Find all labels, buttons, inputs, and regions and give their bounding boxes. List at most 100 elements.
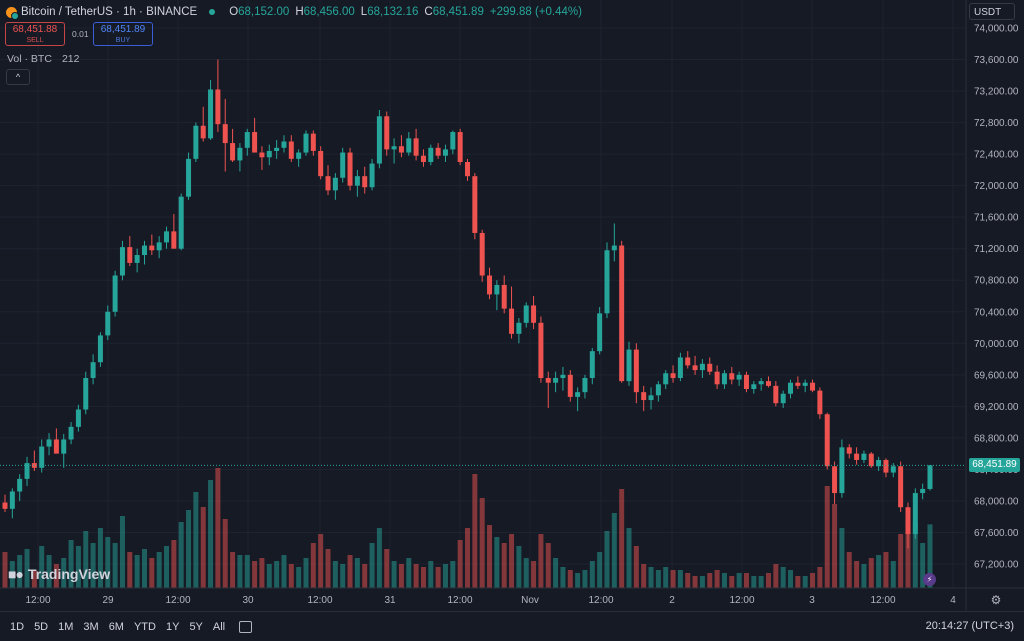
candle-body [303, 133, 309, 153]
buy-price: 68,451.89 [100, 24, 146, 35]
lightning-icon[interactable]: ⚡ [923, 573, 936, 586]
candle-body [824, 414, 830, 467]
volume-bar [222, 519, 228, 588]
candle-body [457, 132, 463, 162]
candle-body [200, 125, 206, 139]
candle-body [597, 313, 603, 352]
candle-body [325, 176, 331, 191]
volume-bar [200, 507, 206, 588]
volume-bar [788, 570, 794, 588]
price-tick-label: 70,800.00 [974, 276, 1019, 287]
volume-bar [707, 573, 713, 588]
volume-bar [53, 564, 59, 588]
time-tick-label: 29 [102, 595, 114, 606]
volume-bar [692, 576, 698, 588]
range-ytd[interactable]: YTD [133, 620, 156, 633]
price-tick-label: 72,800.00 [974, 118, 1019, 129]
candle-body [24, 463, 30, 479]
candle-body [288, 141, 294, 159]
candle-body [17, 478, 23, 492]
range-all[interactable]: All [212, 620, 226, 633]
volume-bar [854, 561, 860, 588]
candle-body [479, 232, 485, 276]
candle-body [685, 357, 691, 366]
time-tick-label: 30 [242, 595, 254, 606]
volume-bars [2, 468, 933, 588]
candle-body [112, 275, 118, 312]
volume-bar [347, 555, 353, 588]
volume-bar [824, 486, 830, 588]
range-3m[interactable]: 3M [83, 620, 99, 633]
time-tick-label: 3 [809, 595, 815, 606]
candle-body [171, 231, 177, 249]
volume-bar [376, 528, 382, 588]
candle-body [31, 463, 37, 468]
candle-body [406, 138, 412, 153]
range-1m[interactable]: 1M [58, 620, 74, 633]
price-tick-label: 71,200.00 [974, 244, 1019, 255]
volume-bar [890, 561, 896, 588]
candle-body [9, 491, 15, 509]
volume-bar [281, 555, 287, 588]
time-axis[interactable]: 12:00 29 12:00 30 12:00 31 12:00 Nov 12:00 2 12:00… [25, 595, 956, 606]
candle-body [927, 465, 933, 489]
range-1d[interactable]: 1D [10, 620, 25, 633]
bottom-toolbar: 1D 5D 1M 3M 6M YTD 1Y 5Y All 20:14:27 (U… [0, 611, 1024, 641]
time-tick-label: 12:00 [870, 595, 895, 606]
volume-bar [2, 552, 8, 588]
candle-body [868, 453, 874, 467]
calendar-icon[interactable] [239, 620, 253, 633]
candle-body [208, 89, 214, 139]
candle-body [604, 250, 610, 314]
volume-bar [259, 558, 265, 588]
candle-body [75, 409, 81, 427]
volume-bar [83, 531, 89, 588]
candle-body [582, 377, 588, 393]
candle-body [626, 349, 632, 382]
candle-body [369, 163, 375, 188]
sell-button[interactable]: 68,451.88 SELL [5, 22, 65, 46]
tradingview-logo[interactable]: ■● TradingView [8, 566, 110, 582]
volume-bar [384, 549, 390, 588]
candle-body [266, 150, 272, 158]
volume-bar [883, 552, 889, 588]
collapse-legend-button[interactable]: ^ [6, 69, 30, 85]
price-axis[interactable]: 74,000.00 73,600.00 73,200.00 72,800.00 72,4… [974, 24, 1019, 571]
candle-body [802, 382, 808, 386]
range-6m[interactable]: 6M [108, 620, 124, 633]
candle-body [413, 138, 419, 156]
candle-body [670, 373, 676, 378]
candle-body [743, 374, 749, 390]
candle-body [362, 176, 368, 188]
buy-button[interactable]: 68,451.89 BUY [93, 22, 153, 46]
candle-body [391, 146, 397, 150]
volume-bar [553, 558, 559, 588]
spread-value: 0.01 [72, 29, 89, 39]
volume-bar [391, 561, 397, 588]
volume-bar [266, 564, 272, 588]
volume-bar [523, 558, 529, 588]
candle-body [920, 488, 926, 494]
gear-icon[interactable]: ⚙ [990, 593, 1002, 607]
volume-bar [435, 567, 441, 588]
candle-body [846, 447, 852, 454]
range-5y[interactable]: 5Y [189, 620, 203, 633]
low-value: 68,132.16 [367, 6, 419, 18]
candle-body [435, 147, 441, 156]
candle-body [237, 147, 243, 161]
price-tick-label: 74,000.00 [974, 24, 1019, 35]
volume-bar [215, 468, 221, 588]
volume-bar [112, 543, 118, 588]
currency-selector[interactable]: USDT [969, 3, 1015, 20]
range-1y[interactable]: 1Y [165, 620, 180, 633]
volume-bar [46, 555, 52, 588]
candle-body [516, 322, 522, 334]
open-value: 68,152.00 [238, 6, 290, 18]
volume-bar [134, 555, 140, 588]
candle-body [611, 245, 617, 251]
symbol-title[interactable]: Bitcoin / TetherUS · 1h · BINANCE [21, 6, 198, 18]
candle-body [83, 377, 89, 410]
range-5d[interactable]: 5D [34, 620, 49, 633]
candle-body [523, 305, 529, 323]
